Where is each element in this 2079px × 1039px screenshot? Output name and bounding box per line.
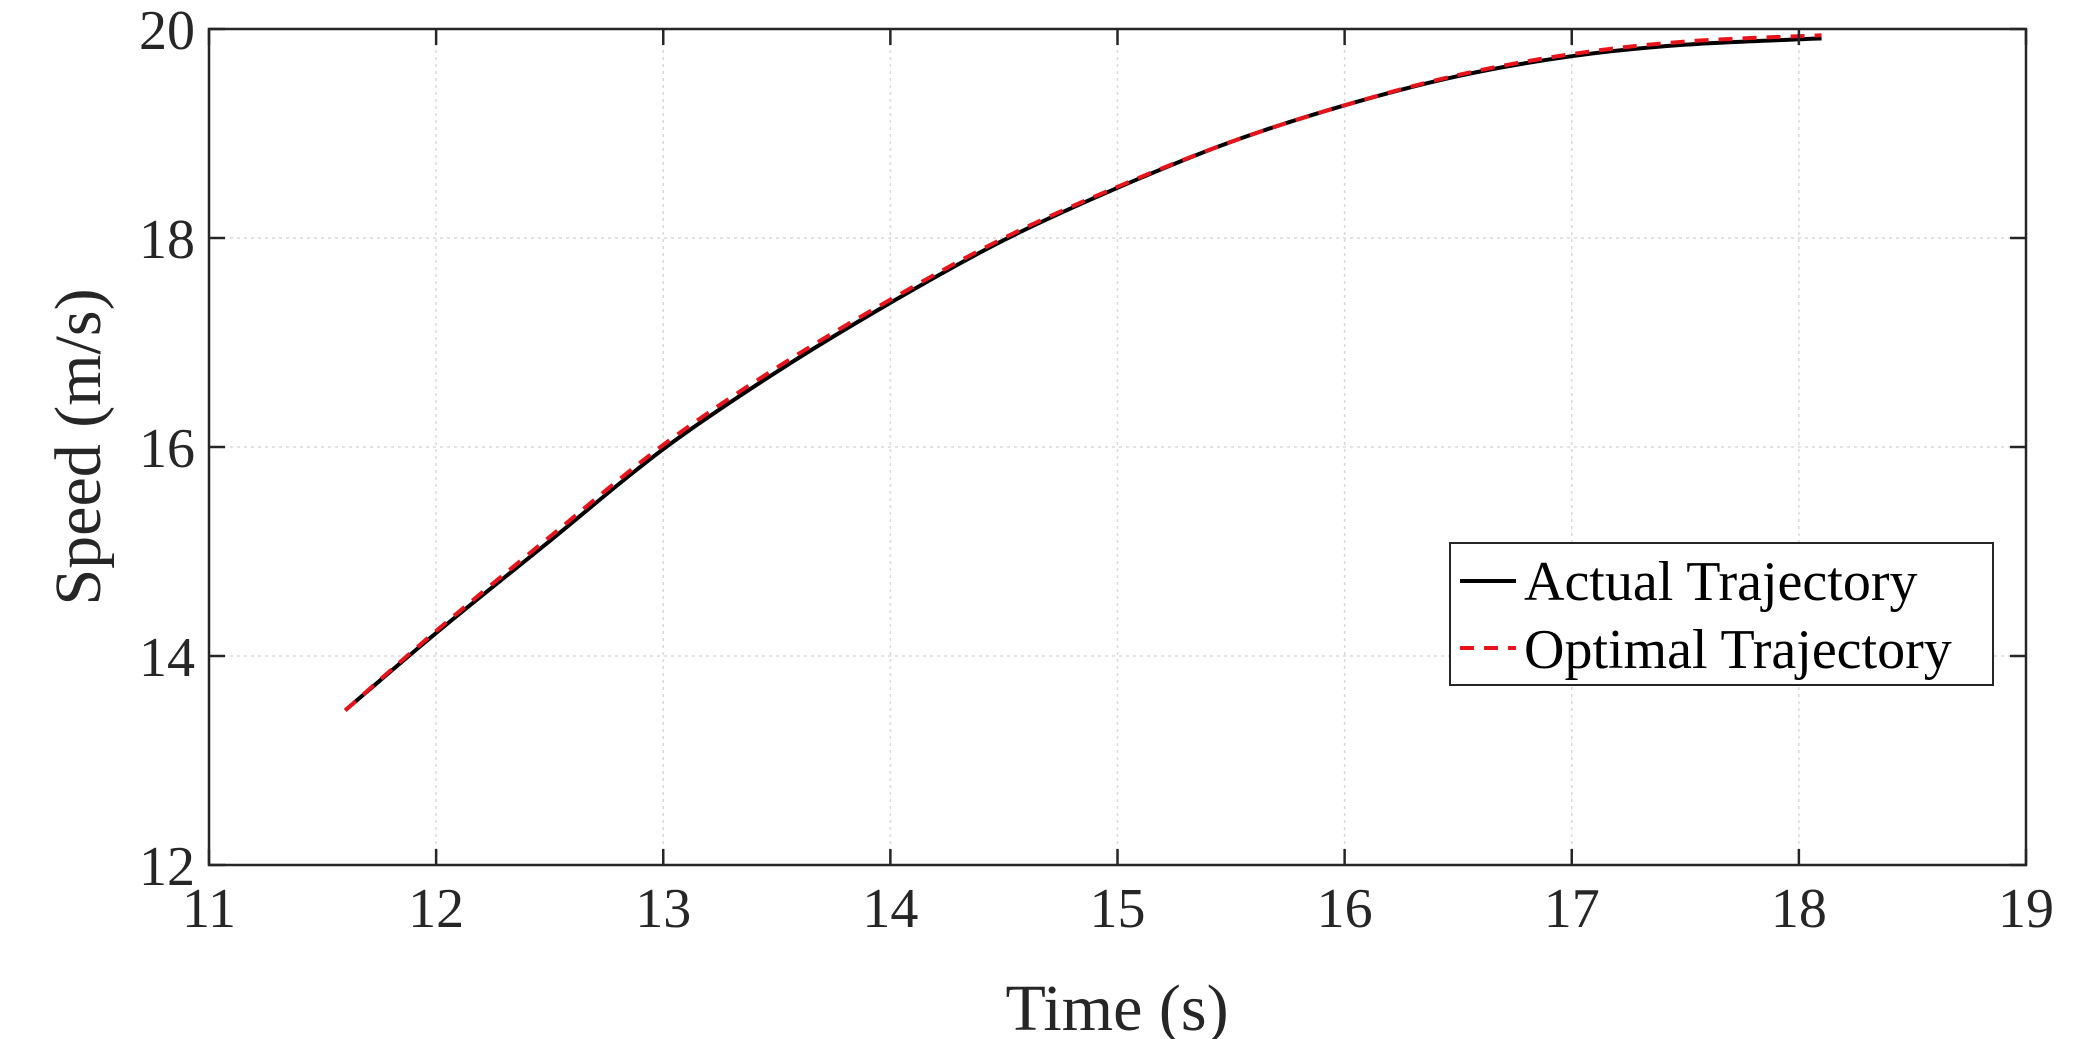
x-tick-label: 12 [408, 878, 464, 940]
x-tick-label: 13 [635, 878, 691, 940]
x-axis-title: Time (s) [1005, 972, 1228, 1039]
x-tick-label: 11 [182, 878, 236, 940]
series-layer [343, 33, 1822, 712]
legend-box [1449, 542, 1994, 686]
y-tick-label: 20 [139, 0, 195, 62]
x-tick-label: 19 [1998, 878, 2054, 940]
series-line-optimal [343, 33, 1822, 712]
axis-ticks [207, 27, 2028, 867]
legend-label-optimal: Optimal Trajectory [1524, 619, 1952, 681]
y-axis-title: Speed (m/s) [42, 288, 115, 605]
legend: Actual Trajectory Optimal Trajectory [1449, 542, 1994, 686]
x-tick-label: 14 [862, 878, 918, 940]
y-tick-label: 16 [139, 418, 195, 480]
x-tick-label: 16 [1317, 878, 1373, 940]
y-tick-label: 12 [139, 836, 195, 898]
legend-label-actual: Actual Trajectory [1524, 551, 1917, 613]
y-tick-label: 14 [139, 627, 195, 689]
y-tick-label: 18 [139, 209, 195, 271]
x-tick-label: 17 [1544, 878, 1600, 940]
x-tick-label: 15 [1090, 878, 1146, 940]
x-tick-label: 18 [1771, 878, 1827, 940]
